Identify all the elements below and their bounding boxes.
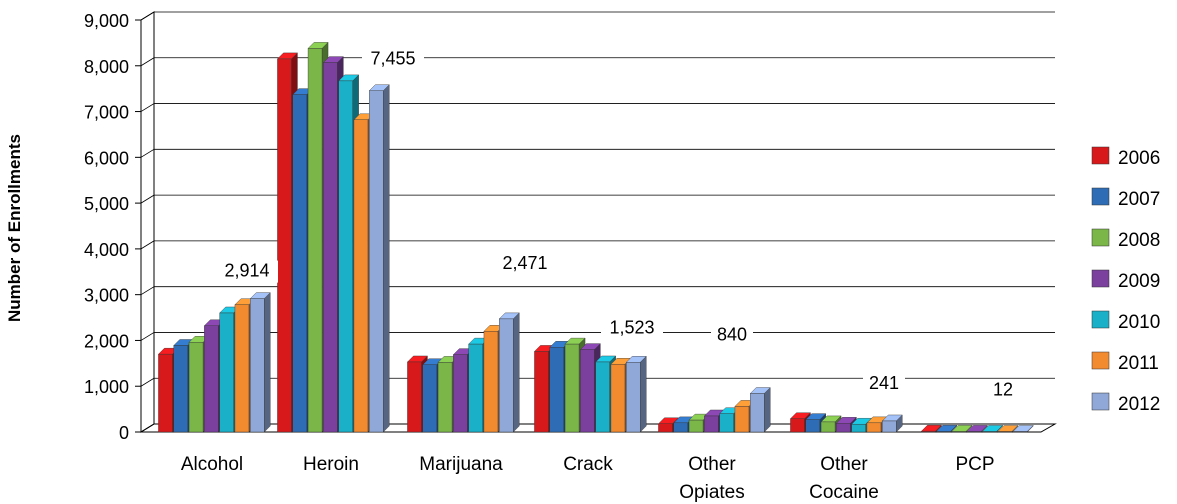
bar-2012-4 xyxy=(749,387,771,433)
gridline-diag xyxy=(140,377,155,387)
legend-item-2006: 2006 xyxy=(1091,146,1160,169)
legend-swatch xyxy=(1091,392,1110,411)
legend-swatch xyxy=(1091,187,1110,206)
gridline-diag xyxy=(140,57,155,67)
data-label: 2,914 xyxy=(224,261,269,281)
legend-label: 2006 xyxy=(1118,148,1160,169)
gridline-diag xyxy=(140,332,155,341)
y-tick-label: 6,000 xyxy=(84,148,129,168)
bar-2007-5 xyxy=(805,413,827,433)
legend-label: 2007 xyxy=(1118,189,1160,210)
bar-2012-3 xyxy=(625,355,647,433)
legend-item-2008: 2008 xyxy=(1091,228,1160,251)
category-label: Other xyxy=(688,454,736,475)
bar-2012-1 xyxy=(368,84,390,433)
data-label: 7,455 xyxy=(370,49,415,69)
data-label: 241 xyxy=(869,373,899,393)
y-tick-label: 9,000 xyxy=(84,11,129,31)
data-labels: 2,914 7,455 2,471 1,523 840 241 12 xyxy=(216,48,1019,402)
y-tick-label: 1,000 xyxy=(84,377,129,397)
bar-2010-6 xyxy=(982,424,1004,433)
y-tick-label: 0 xyxy=(119,423,129,443)
data-label-bg xyxy=(362,48,424,71)
legend-swatch xyxy=(1091,146,1110,165)
y-tick-labels: 0 1,000 2,000 3,000 4,000 5,000 6,000 7,000 8,00… xyxy=(84,11,129,443)
y-tick-label: 3,000 xyxy=(84,286,129,306)
data-label-bg xyxy=(494,252,556,275)
gridline-diag xyxy=(140,240,155,250)
legend-item-2009: 2009 xyxy=(1091,269,1160,292)
bar-2008-6 xyxy=(951,424,973,433)
bar-2012-6 xyxy=(1012,424,1034,433)
bars xyxy=(157,41,1034,433)
data-label: 2,471 xyxy=(502,253,547,273)
data-label-bg xyxy=(711,324,753,347)
bar-2012-5 xyxy=(881,414,903,433)
data-label: 840 xyxy=(717,325,747,345)
category-labels: Alcohol Heroin Marijuana Crack Other Opiates O… xyxy=(181,454,995,503)
category-label: Cocaine xyxy=(809,482,879,503)
category-label: Alcohol xyxy=(181,454,243,475)
y-tick-label: 2,000 xyxy=(84,331,129,351)
legend-item-2010: 2010 xyxy=(1091,310,1160,333)
gridline-diag xyxy=(140,286,155,296)
legend-label: 2010 xyxy=(1118,312,1160,333)
legend-label: 2012 xyxy=(1118,394,1160,415)
y-tick-label: 7,000 xyxy=(84,103,129,123)
gridline-diag xyxy=(140,103,155,112)
category-label: Marijuana xyxy=(419,454,503,475)
y-axis-label: Number of Enrollments xyxy=(5,134,24,322)
data-label: 12 xyxy=(993,379,1013,399)
y-tick-label: 5,000 xyxy=(84,194,129,214)
data-label-bg xyxy=(216,260,278,283)
legend-swatch xyxy=(1091,269,1110,288)
legend-label: 2011 xyxy=(1118,353,1159,374)
legend-swatch xyxy=(1091,228,1110,247)
gridline-diag xyxy=(140,148,155,158)
bar-2007-6 xyxy=(936,424,958,433)
legend-label: 2008 xyxy=(1118,230,1160,251)
y-tick-label: 8,000 xyxy=(84,57,129,77)
y-tick-label: 4,000 xyxy=(84,240,129,260)
legend-item-2012: 2012 xyxy=(1091,392,1160,415)
gridline-diag xyxy=(140,194,155,204)
data-label: 1,523 xyxy=(609,317,654,337)
category-label: PCP xyxy=(955,454,994,475)
data-label-bg xyxy=(863,372,905,395)
legend-swatch xyxy=(1091,351,1110,370)
category-label: Other xyxy=(820,454,868,475)
category-label: Crack xyxy=(563,454,613,475)
legend: 2006 2007 2008 2009 2010 2011 2012 xyxy=(1091,146,1160,415)
category-label: Heroin xyxy=(303,454,359,475)
data-label-bg xyxy=(601,317,663,340)
legend-item-2007: 2007 xyxy=(1091,187,1160,210)
bar-2012-2 xyxy=(498,312,520,433)
bar-2011-6 xyxy=(997,424,1019,433)
legend-item-2011: 2011 xyxy=(1091,351,1159,374)
bar-2012-0 xyxy=(249,292,271,433)
legend-label: 2009 xyxy=(1118,271,1160,292)
bar-2009-6 xyxy=(966,424,988,433)
bar-2006-6 xyxy=(920,424,942,433)
category-label: Opiates xyxy=(679,482,744,503)
data-label-bg xyxy=(987,379,1019,402)
y-axis-wall xyxy=(140,11,155,433)
legend-swatch xyxy=(1091,310,1110,329)
